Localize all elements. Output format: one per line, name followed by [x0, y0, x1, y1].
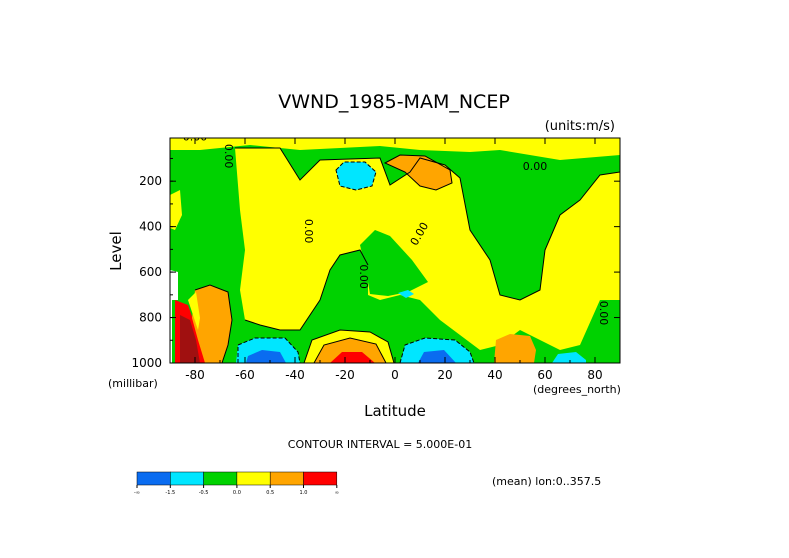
colorbar-label: -∞ — [134, 490, 140, 496]
field-blue-left-bottom — [246, 350, 286, 363]
field-orange-right-bottom — [494, 334, 536, 363]
y-tick-label: 400 — [139, 220, 162, 234]
x-tick-label: 0 — [391, 368, 399, 382]
contour-lines — [194, 147, 620, 363]
x-units-label: (degrees_north) — [533, 383, 621, 396]
y-tick-label: 800 — [139, 311, 162, 325]
field-orange-mid-bottom — [314, 338, 386, 363]
colorbar-label: ∞ — [335, 490, 339, 496]
colorbar-label: 0.0 — [233, 490, 241, 496]
x-tick-label: 40 — [487, 368, 502, 382]
x-tick-label: -20 — [335, 368, 355, 382]
colorbar-label: 1.0 — [300, 490, 308, 496]
colorbar-swatch — [236, 471, 271, 486]
field-cyan-right-bottom — [552, 352, 586, 363]
y-axis-label: Level — [107, 231, 125, 271]
contour-value-label: 0.00 — [597, 301, 610, 326]
field-cyan-upper — [336, 162, 376, 190]
contour-interval-text: CONTOUR INTERVAL = 5.000E-01 — [288, 438, 472, 451]
units-label: (units:m/s) — [545, 119, 615, 134]
x-tick-label: -60 — [235, 368, 255, 382]
colorbar-label: 0.5 — [266, 490, 274, 496]
y-tick-label: 200 — [139, 174, 162, 188]
colorbar: -∞ -1.5 -0.5 0.0 0.5 1.0 ∞ — [134, 471, 339, 496]
plot-area: 0.000.000.000.000.000.000.00 — [170, 138, 620, 363]
field-yellow-left-bottom — [188, 292, 200, 330]
field-cyan-mid-bottom — [400, 338, 474, 363]
colorbar-swatch — [303, 471, 338, 486]
x-tick-label: 20 — [437, 368, 452, 382]
contour-value-label: 0.00 — [222, 144, 235, 169]
field-green-intrusion — [360, 230, 428, 296]
colorbar-swatch — [136, 471, 171, 486]
chart-title: VWND_1985-MAM_NCEP — [278, 91, 510, 113]
field-blue-mid-bottom — [418, 350, 456, 363]
y-units-label: (millibar) — [108, 377, 158, 390]
colorbar-label: -1.5 — [165, 490, 175, 496]
y-tick-label: 1000 — [131, 356, 162, 370]
field-cyan-small — [398, 290, 414, 298]
field-red-mid-bottom — [330, 352, 375, 363]
colorbar-swatch — [269, 471, 304, 486]
x-tick-label: -40 — [285, 368, 305, 382]
x-axis: -80 -60 -40 -20 0 20 40 60 80 — [169, 138, 621, 382]
field-yellow-center — [235, 148, 620, 350]
colorbar-swatch — [203, 471, 238, 486]
contour-value-label: 0.00 — [357, 264, 370, 289]
x-axis-label: Latitude — [364, 402, 426, 420]
contour-value-label: 0.00 — [302, 219, 315, 244]
field-orange-upper — [385, 155, 452, 190]
x-tick-label: 80 — [587, 368, 602, 382]
y-axis: 200 400 600 800 1000 — [131, 157, 620, 370]
field-orange-left — [192, 285, 232, 363]
x-tick-label: 60 — [537, 368, 552, 382]
colorbar-swatch — [170, 471, 204, 486]
field-darkred-left — [180, 315, 200, 363]
y-tick-label: 600 — [139, 265, 162, 279]
x-tick-label: -80 — [185, 368, 205, 382]
field-white-left — [170, 270, 178, 363]
colorbar-label: -0.5 — [199, 490, 209, 496]
mean-text: (mean) lon:0..357.5 — [492, 475, 601, 488]
contour-value-label: 0.00 — [523, 160, 548, 173]
field-yellow-left — [170, 190, 182, 230]
field-yellow-top — [170, 138, 620, 160]
